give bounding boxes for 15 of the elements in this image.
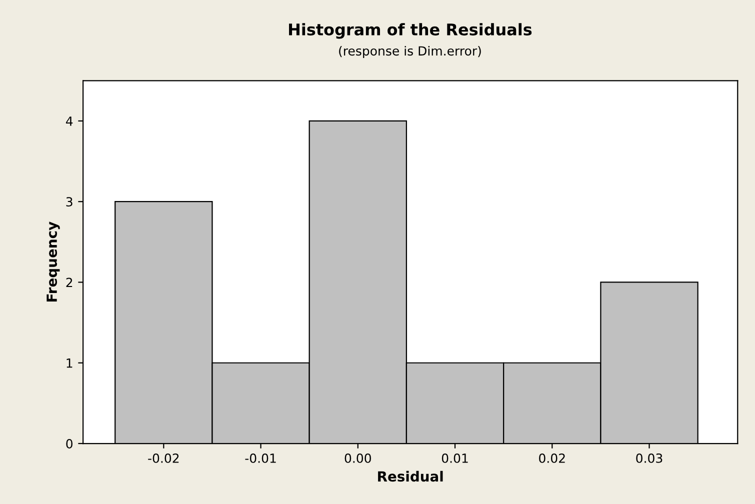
x-tick-label: 0.02 [539, 453, 565, 463]
x-tick-label: 0.01 [442, 453, 468, 463]
y-tick-label: 0 [66, 438, 72, 448]
y-tick-label: 4 [66, 116, 73, 126]
chart-title: Histogram of the Residuals [289, 23, 532, 39]
y-tick-label: 2 [66, 278, 72, 287]
y-tick-label: 3 [66, 197, 72, 207]
y-axis-title: Frequency [46, 222, 60, 302]
y-tick-label: 1 [66, 358, 72, 368]
chart-subtitle: (response is Dim.error) [339, 46, 481, 58]
x-tick-label: 0.00 [344, 453, 371, 463]
x-tick-label: -0.01 [245, 453, 276, 463]
x-tick-label: 0.03 [636, 453, 662, 463]
x-tick-label: -0.02 [148, 453, 179, 463]
x-axis-title: Residual [378, 470, 443, 482]
